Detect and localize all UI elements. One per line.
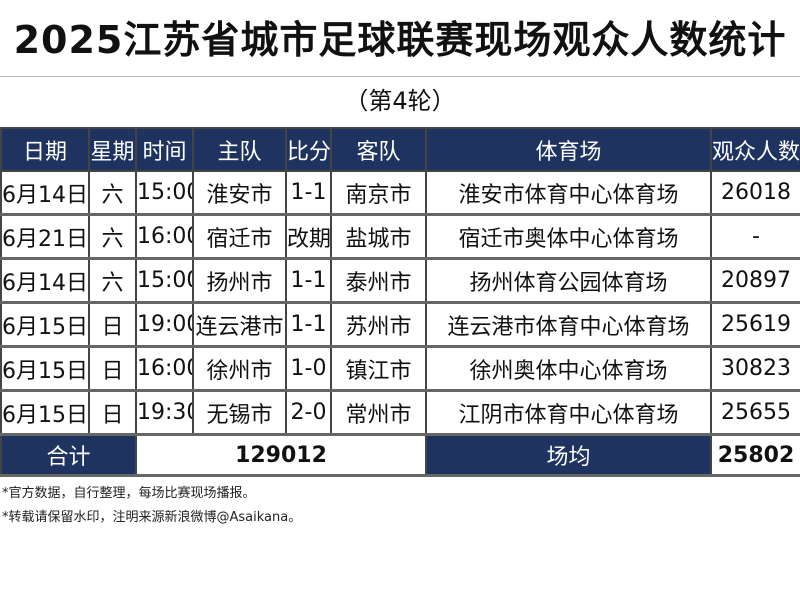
table-cell: 1-1 — [285, 257, 332, 304]
table-cell: 宿迁市奥体中心体育场 — [425, 213, 712, 260]
table-cell: 淮安市 — [192, 170, 287, 216]
table-cell: 扬州体育公园体育场 — [425, 257, 712, 304]
table-cell: 泰州市 — [330, 257, 427, 304]
column-header: 星期 — [88, 127, 137, 172]
column-header: 客队 — [330, 127, 427, 172]
round-subtitle: （第4轮） — [344, 87, 456, 115]
table-cell: 6月15日 — [0, 301, 90, 348]
table-cell: 常州市 — [330, 389, 427, 436]
table-cell: 盐城市 — [330, 213, 427, 260]
divider — [0, 76, 800, 77]
table-cell: 宿迁市 — [192, 213, 287, 260]
header-row: 日期 星期 时间 主队 比分 客队 体育场 观众人数 — [0, 127, 800, 172]
table-cell: 26018 — [710, 170, 800, 216]
table-cell: 淮安市体育中心体育场 — [425, 170, 712, 216]
table-cell: 江阴市体育中心体育场 — [425, 389, 712, 436]
table-cell: 连云港市 — [192, 301, 287, 348]
column-header: 比分 — [285, 127, 332, 172]
table-cell: 15:00 — [135, 257, 194, 304]
footnotes: *官方数据，自行整理，每场比赛现场播报。 *转载请保留水印，注明来源新浪微博@A… — [2, 482, 301, 530]
table-cell: 6月21日 — [0, 213, 90, 260]
table-cell: 扬州市 — [192, 257, 287, 304]
table-cell: 无锡市 — [192, 389, 287, 436]
table-cell: 日 — [88, 301, 137, 348]
average-value: 25802 — [710, 433, 800, 477]
table-cell: 6月15日 — [0, 389, 90, 436]
table-cell: 25619 — [710, 301, 800, 348]
table-cell: 30823 — [710, 345, 800, 392]
table-cell: 日 — [88, 345, 137, 392]
column-header: 观众人数 — [710, 127, 800, 172]
table-cell: 连云港市体育中心体育场 — [425, 301, 712, 348]
table-cell: 19:30 — [135, 389, 194, 436]
table-cell: 16:00 — [135, 345, 194, 392]
table-cell: - — [710, 213, 800, 260]
table-cell: 徐州市 — [192, 345, 287, 392]
column-header: 时间 — [135, 127, 194, 172]
table-cell: 1-1 — [285, 301, 332, 348]
table-cell: 1-0 — [285, 345, 332, 392]
table-cell: 改期 — [285, 213, 332, 260]
table-cell: 6月14日 — [0, 257, 90, 304]
table-cell: 16:00 — [135, 213, 194, 260]
table-cell: 6月15日 — [0, 345, 90, 392]
page-title: 2025江苏省城市足球联赛现场观众人数统计 — [13, 18, 787, 62]
column-header: 体育场 — [425, 127, 712, 172]
table-cell: 15:00 — [135, 170, 194, 216]
table-cell: 镇江市 — [330, 345, 427, 392]
total-value: 129012 — [135, 433, 427, 477]
table-cell: 徐州奥体中心体育场 — [425, 345, 712, 392]
table-cell: 日 — [88, 389, 137, 436]
total-row: 合计 129012 场均 25802 — [0, 433, 800, 477]
average-label: 场均 — [425, 433, 712, 477]
column-header: 主队 — [192, 127, 287, 172]
footnote: *官方数据，自行整理，每场比赛现场播报。 — [2, 486, 256, 501]
table-cell: 苏州市 — [330, 301, 427, 348]
table-cell: 南京市 — [330, 170, 427, 216]
total-label: 合计 — [0, 433, 137, 477]
footnote: *转载请保留水印，注明来源新浪微博@Asaikana。 — [2, 510, 302, 525]
column-header: 日期 — [0, 127, 90, 172]
table-cell: 2-0 — [285, 389, 332, 436]
table-cell: 6月14日 — [0, 170, 90, 216]
table-cell: 六 — [88, 170, 137, 216]
table-cell: 1-1 — [285, 170, 332, 216]
table-cell: 六 — [88, 213, 137, 260]
table-cell: 20897 — [710, 257, 800, 304]
table-cell: 25655 — [710, 389, 800, 436]
table-cell: 六 — [88, 257, 137, 304]
table-cell: 19:00 — [135, 301, 194, 348]
